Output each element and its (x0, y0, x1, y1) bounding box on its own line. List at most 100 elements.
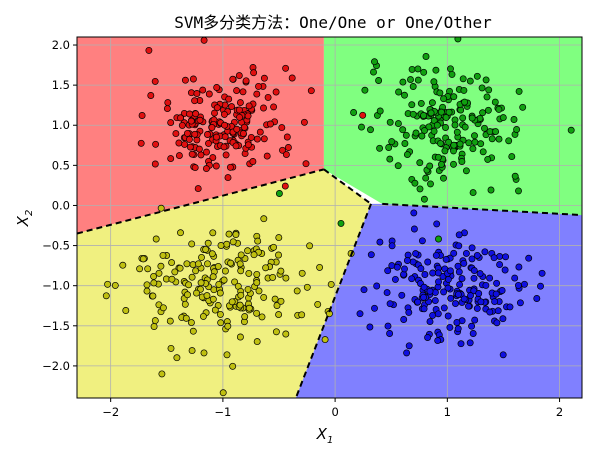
green-point (515, 187, 522, 195)
yellow-point (224, 322, 232, 330)
red-point (282, 64, 290, 72)
red-point (192, 110, 200, 118)
red-point (225, 95, 233, 103)
blue-point (446, 267, 454, 275)
green-point (499, 114, 507, 122)
green-point (515, 87, 523, 95)
yellow-point (173, 354, 181, 362)
yellow-point (321, 336, 329, 344)
green-point (492, 128, 500, 136)
blue-point (393, 263, 401, 271)
red-point (260, 74, 268, 82)
yellow-point (237, 291, 245, 299)
yellow-point (211, 306, 219, 314)
green-point (409, 110, 417, 118)
blue-point (499, 351, 507, 359)
yellow-point (166, 317, 174, 325)
blue-point (470, 274, 478, 282)
blue-point (493, 279, 501, 287)
yellow-point (298, 311, 306, 319)
x-axis-ticks: −2 −1 0 1 2 (102, 398, 563, 419)
red-point (263, 152, 271, 160)
green-point (481, 124, 488, 132)
red-point (213, 133, 220, 141)
yellow-point (275, 234, 283, 242)
green-point (436, 89, 444, 97)
blue-point (403, 257, 411, 264)
green-point (376, 144, 384, 152)
red-point (177, 114, 184, 122)
blue-point (455, 268, 463, 276)
decision-boundary-line (294, 203, 372, 398)
red-point (266, 120, 274, 128)
green-point (465, 139, 473, 147)
yellow-point (119, 261, 127, 269)
green-point (469, 189, 477, 197)
green-point (450, 141, 458, 149)
blue-point (440, 288, 448, 296)
green-point (399, 78, 407, 86)
red-point (187, 117, 195, 125)
green-point (427, 109, 435, 117)
yellow-point (157, 262, 165, 270)
blue-point (469, 330, 477, 337)
green-point (459, 75, 467, 83)
blue-point (496, 261, 504, 269)
x-axis-label: X1 (316, 425, 334, 446)
yellow-point (216, 310, 224, 318)
chart-title: SVM多分类方法：One/One or One/Other (174, 13, 492, 32)
red-point (181, 76, 189, 84)
blue-point (454, 325, 462, 333)
red-point (212, 162, 220, 170)
yellow-point (245, 269, 253, 277)
blue-point (420, 283, 428, 291)
blue-point (410, 209, 418, 217)
green-point (416, 185, 424, 193)
yellow-point (136, 265, 144, 273)
red-point (260, 135, 268, 143)
red-point (264, 93, 272, 101)
blue-point (371, 304, 378, 312)
yellow-point (181, 300, 189, 308)
green-point (457, 106, 465, 114)
yellow-point (272, 328, 280, 336)
green-point (371, 58, 378, 66)
blue-point (400, 316, 408, 323)
green-point (441, 147, 449, 155)
blue-point (501, 266, 509, 274)
blue-point (473, 251, 481, 259)
blue-point (450, 249, 458, 257)
green-point (337, 219, 345, 227)
blue-point (470, 267, 478, 275)
yellow-point (244, 285, 252, 293)
red-point (151, 77, 159, 85)
red-point (283, 133, 291, 141)
yellow-point (253, 338, 261, 346)
yellow-point (219, 389, 227, 397)
blue-point (481, 248, 489, 256)
red-point (138, 112, 146, 119)
yellow-point (229, 238, 237, 246)
red-point (253, 90, 261, 98)
blue-point (462, 249, 470, 257)
yellow-point (273, 302, 281, 309)
yellow-point (298, 269, 306, 277)
blue-point (460, 259, 468, 267)
blue-point (398, 291, 406, 299)
blue-point (455, 231, 463, 239)
green-point (477, 140, 485, 148)
red-point (191, 97, 199, 105)
blue-point (429, 311, 437, 319)
red-point (232, 142, 240, 150)
yellow-point (122, 307, 130, 314)
blue-point (373, 282, 381, 290)
blue-point (434, 269, 442, 277)
green-point (454, 37, 462, 43)
blue-point (515, 263, 523, 271)
green-point (495, 135, 503, 143)
yellow-point (204, 260, 211, 268)
yellow-point (216, 289, 224, 297)
green-point (376, 107, 384, 115)
blue-point (453, 319, 461, 326)
red-point (240, 123, 248, 131)
